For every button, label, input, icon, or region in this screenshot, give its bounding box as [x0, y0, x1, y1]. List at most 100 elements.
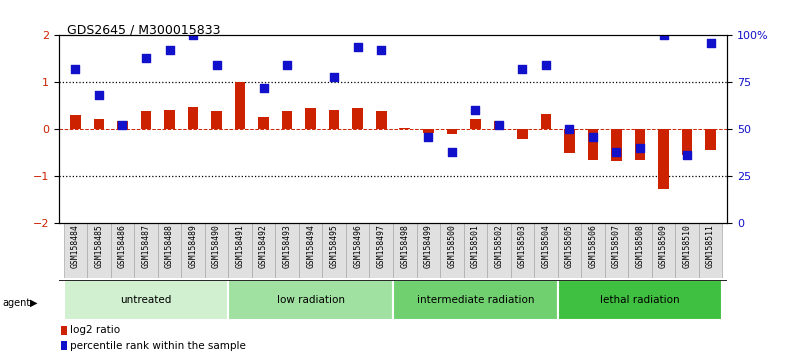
Point [422, 134, 435, 139]
Text: GDS2645 / M300015833: GDS2645 / M300015833 [67, 23, 220, 36]
Text: GSM158500: GSM158500 [447, 224, 457, 268]
Text: GSM158490: GSM158490 [212, 224, 221, 268]
Point [446, 149, 458, 155]
Text: GSM158486: GSM158486 [118, 224, 127, 268]
Bar [464, 223, 487, 278]
Text: percentile rank within the sample: percentile rank within the sample [70, 341, 245, 351]
Text: GSM158508: GSM158508 [636, 224, 645, 268]
Bar [564, 129, 575, 153]
Bar [141, 112, 151, 129]
Bar [699, 223, 722, 278]
Bar [299, 223, 322, 278]
Text: GSM158484: GSM158484 [71, 224, 80, 268]
Point [351, 44, 364, 50]
Bar [211, 112, 222, 129]
Text: GSM158505: GSM158505 [565, 224, 574, 268]
Text: GSM158489: GSM158489 [189, 224, 197, 268]
Bar [517, 129, 527, 138]
Text: GSM158503: GSM158503 [518, 224, 527, 268]
Bar [511, 223, 534, 278]
Point [634, 145, 646, 151]
Text: GSM158491: GSM158491 [236, 224, 244, 268]
Bar [346, 223, 369, 278]
Bar [541, 114, 551, 129]
Text: GSM158494: GSM158494 [307, 224, 315, 268]
Text: GSM158487: GSM158487 [141, 224, 150, 268]
Text: GSM158495: GSM158495 [329, 224, 339, 268]
Text: intermediate radiation: intermediate radiation [417, 295, 534, 305]
Bar [681, 129, 692, 155]
Bar [494, 121, 504, 129]
Bar [612, 129, 622, 161]
Point [211, 63, 223, 68]
Bar [352, 108, 363, 129]
Bar [282, 112, 292, 129]
Bar [158, 223, 182, 278]
Bar [604, 223, 628, 278]
Point [657, 33, 670, 38]
Bar [393, 223, 417, 278]
Text: GSM158507: GSM158507 [612, 224, 621, 268]
Text: lethal radiation: lethal radiation [601, 295, 680, 305]
Text: agent: agent [2, 298, 31, 308]
Point [93, 93, 105, 98]
Bar [188, 107, 198, 129]
Text: GSM158485: GSM158485 [94, 224, 104, 268]
Bar [581, 223, 604, 278]
Bar [322, 223, 346, 278]
Bar [306, 108, 316, 129]
Bar [61, 326, 67, 335]
Bar [675, 223, 699, 278]
Point [187, 33, 200, 38]
Point [704, 40, 717, 46]
Point [516, 66, 529, 72]
Point [563, 126, 575, 132]
Text: GSM158502: GSM158502 [494, 224, 503, 268]
Bar [111, 223, 134, 278]
Bar [369, 223, 393, 278]
Bar [61, 341, 67, 350]
Bar [446, 129, 457, 134]
Bar [705, 129, 716, 150]
Bar [588, 129, 598, 160]
Text: GSM158492: GSM158492 [259, 224, 268, 268]
Bar [259, 117, 269, 129]
Bar [423, 129, 434, 133]
Point [140, 55, 152, 61]
Bar [393, 280, 558, 320]
Bar [87, 223, 111, 278]
Bar [376, 112, 387, 129]
Text: GSM158493: GSM158493 [283, 224, 292, 268]
Point [610, 149, 623, 155]
Point [69, 66, 82, 72]
Text: GSM158496: GSM158496 [353, 224, 362, 268]
Bar [117, 121, 128, 129]
Bar [164, 110, 174, 129]
Bar [228, 280, 393, 320]
Point [163, 47, 176, 53]
Point [304, 25, 317, 31]
Bar [275, 223, 299, 278]
Point [493, 122, 505, 128]
Bar [558, 223, 581, 278]
Text: GSM158498: GSM158498 [400, 224, 410, 268]
Bar [64, 223, 87, 278]
Bar [94, 119, 105, 129]
Point [257, 85, 270, 91]
Text: GSM158509: GSM158509 [659, 224, 668, 268]
Bar [134, 223, 158, 278]
Bar [635, 129, 645, 160]
Bar [329, 110, 340, 129]
Text: GSM158510: GSM158510 [682, 224, 692, 268]
Text: GSM158504: GSM158504 [542, 224, 550, 268]
Text: GSM158497: GSM158497 [376, 224, 386, 268]
Point [281, 63, 293, 68]
Bar [440, 223, 464, 278]
Bar [399, 128, 410, 129]
Bar [558, 280, 722, 320]
Bar [252, 223, 275, 278]
Text: untreated: untreated [120, 295, 171, 305]
Point [328, 74, 340, 80]
Text: GSM158506: GSM158506 [589, 224, 597, 268]
Text: low radiation: low radiation [277, 295, 345, 305]
